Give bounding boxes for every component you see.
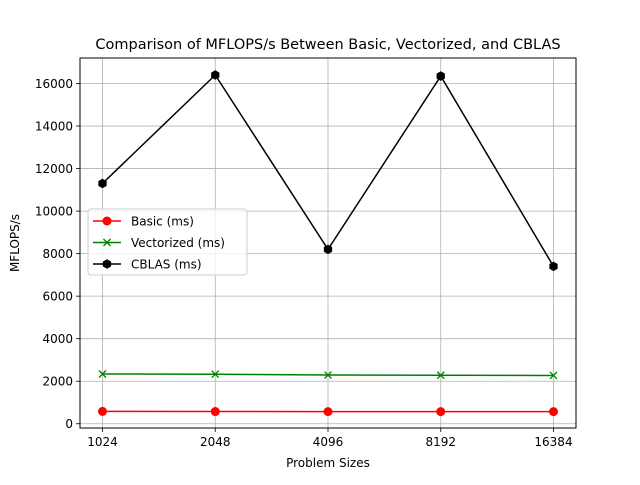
legend-label: Basic (ms): [131, 215, 194, 229]
y-tick-label: 6000: [42, 290, 73, 304]
data-point-0: [211, 408, 219, 416]
data-point-0: [324, 408, 332, 416]
y-tick-label: 12000: [35, 162, 73, 176]
y-tick-label: 10000: [35, 205, 73, 219]
y-tick-label: 14000: [35, 120, 73, 134]
y-tick-label: 8000: [42, 247, 73, 261]
x-tick-label: 8192: [425, 435, 456, 449]
chart-title: Comparison of MFLOPS/s Between Basic, Ve…: [95, 37, 560, 53]
y-tick-label: 0: [65, 417, 73, 431]
legend-label: CBLAS (ms): [131, 258, 202, 272]
y-tick-label: 2000: [42, 375, 73, 389]
data-point-2: [437, 72, 444, 80]
y-axis-label: MFLOPS/s: [8, 214, 22, 272]
x-axis-label: Problem Sizes: [286, 456, 370, 470]
y-tick-label: 4000: [42, 332, 73, 346]
y-tick-label: 16000: [35, 77, 73, 91]
x-tick-label: 4096: [313, 435, 344, 449]
data-point-0: [550, 408, 558, 416]
x-tick-label: 16384: [534, 435, 572, 449]
data-point-2: [324, 245, 331, 253]
data-point-2: [212, 71, 219, 79]
legend-swatch-marker: [103, 260, 110, 268]
x-tick-label: 2048: [200, 435, 231, 449]
legend-swatch-marker: [103, 217, 111, 225]
data-point-2: [550, 262, 557, 270]
data-point-2: [99, 179, 106, 187]
data-point-0: [437, 408, 445, 416]
legend-label: Vectorized (ms): [131, 236, 225, 250]
legend: Basic (ms) Vectorized (ms) CBLAS (ms): [88, 209, 247, 275]
x-tick-label: 1024: [87, 435, 118, 449]
data-point-0: [99, 407, 107, 415]
